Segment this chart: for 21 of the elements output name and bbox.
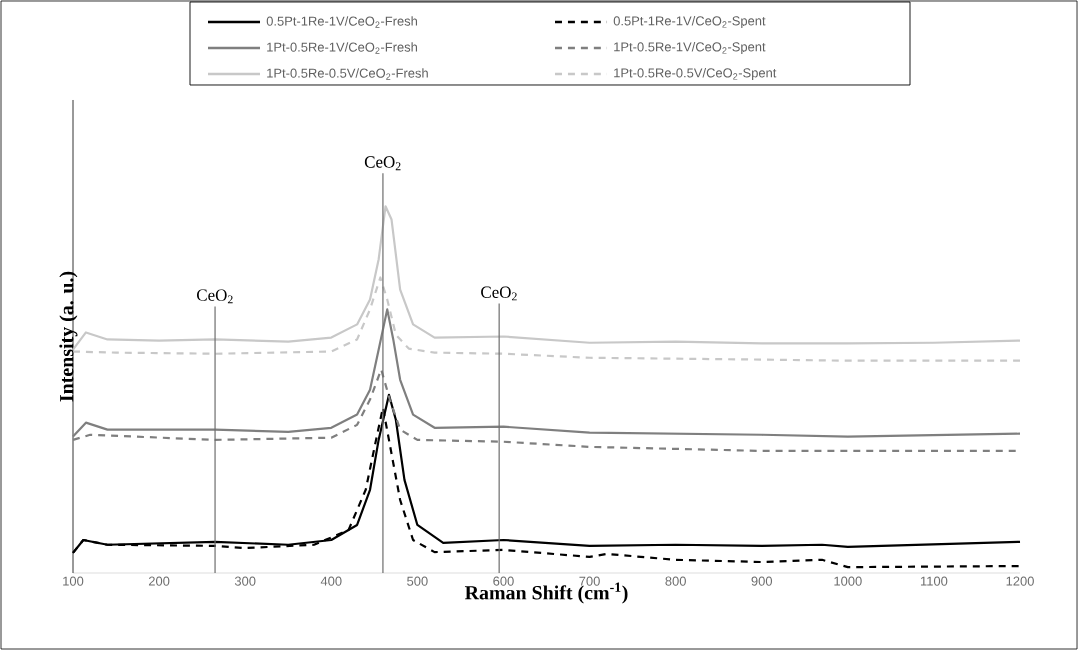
legend-label: 0.5Pt-1Re-1V/CeO$_{2}$-Fresh <box>266 16 418 28</box>
x-tick-label: 100 <box>63 576 84 586</box>
ref-line-label: CeO$_{2}$ <box>481 286 517 301</box>
x-tick-label: 800 <box>665 576 686 586</box>
legend-label: 1Pt-0.5Re-0.5V/CeO$_{2}$-Spent <box>614 67 777 81</box>
x-tick-label: 1000 <box>834 576 862 586</box>
x-tick-label: 700 <box>579 576 600 586</box>
x-tick-label: 1100 <box>920 576 948 586</box>
x-tick-label: 200 <box>148 576 170 586</box>
x-tick-label: 1200 <box>1006 576 1034 586</box>
ref-line-label: CeO$_{2}$ <box>364 156 401 171</box>
x-tick-label: 500 <box>407 576 428 586</box>
legend-label: 0.5Pt-1Re-1V/CeO$_{2}$-Spent <box>613 15 766 29</box>
legend-label: 1Pt-0.5Re-1V/CeO$_{2}$-Fresh <box>267 42 418 54</box>
legend-label: 1Pt-0.5Re-1V/CeO$_{2}$-Spent <box>614 41 766 55</box>
ref-line-label: CeO$_{2}$ <box>197 289 233 304</box>
x-tick-label: 400 <box>320 576 342 586</box>
x-tick-label: 900 <box>751 576 773 586</box>
y-axis-title: Intensity (a. u.) <box>59 271 78 402</box>
legend-label: 1Pt-0.5Re-0.5V/CeO$_{2}$-Fresh <box>267 68 428 80</box>
x-tick-label: 300 <box>234 576 256 586</box>
